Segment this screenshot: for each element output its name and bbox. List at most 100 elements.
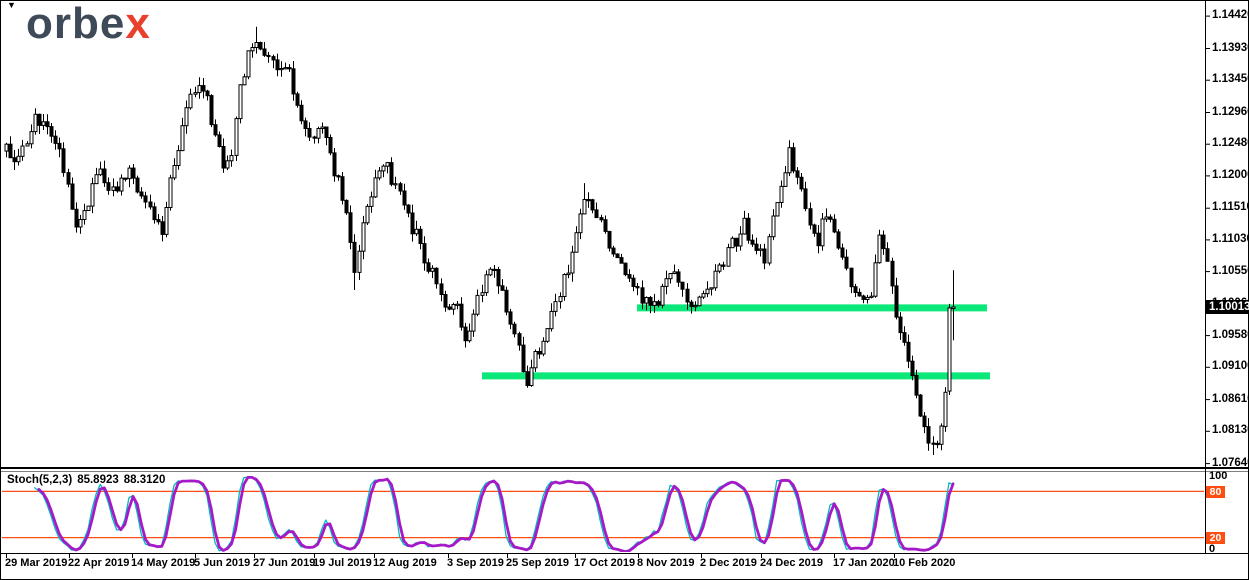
- candle-body: [754, 243, 759, 251]
- candle-body: [295, 93, 300, 106]
- candle-body: [131, 167, 136, 179]
- candle-body: [418, 228, 423, 245]
- candle-body: [689, 301, 694, 308]
- candle-body: [824, 216, 829, 220]
- candle-body: [672, 271, 677, 274]
- candle-body: [53, 135, 58, 144]
- candle-body: [922, 415, 927, 428]
- candle-body: [45, 121, 50, 128]
- candle-body: [566, 272, 571, 276]
- candle-body: [127, 167, 132, 180]
- candle-body: [398, 183, 403, 192]
- candle-body: [820, 218, 825, 247]
- candle-body: [463, 326, 468, 342]
- candle-body: [541, 340, 546, 355]
- candle-body: [283, 67, 288, 70]
- candle-body: [82, 210, 87, 221]
- broker-logo: orbex: [26, 0, 151, 47]
- candle-body: [135, 177, 140, 193]
- candle-body: [767, 236, 772, 264]
- candle-body: [779, 185, 784, 203]
- candle-body: [750, 239, 755, 245]
- candle-body: [599, 217, 604, 221]
- candle-body: [307, 128, 312, 138]
- candle-body: [549, 310, 554, 330]
- candle-body: [340, 176, 345, 201]
- candle-body: [20, 145, 25, 157]
- candle-body: [791, 147, 796, 172]
- candle-body: [102, 168, 107, 184]
- candle-body: [266, 54, 271, 58]
- candle-body: [582, 199, 587, 215]
- candle-body: [471, 313, 476, 332]
- candle-body: [258, 42, 263, 50]
- candle-body: [545, 328, 550, 342]
- candle-body: [603, 219, 608, 232]
- candle-body: [631, 277, 636, 288]
- candle-body: [894, 285, 899, 318]
- candle-body: [803, 188, 808, 210]
- candle-body: [250, 47, 255, 52]
- candle-body: [271, 56, 276, 61]
- candle-body: [139, 191, 144, 197]
- candle-body: [12, 157, 17, 163]
- candle-body: [33, 113, 38, 133]
- candle-body: [680, 281, 685, 290]
- candle-body: [57, 142, 62, 150]
- candle-body: [221, 146, 226, 169]
- candle-body: [758, 248, 763, 251]
- candle-body: [242, 76, 247, 86]
- candle-body: [570, 251, 575, 274]
- candle-body: [209, 95, 214, 126]
- dropdown-arrow-icon: ▼: [7, 0, 16, 10]
- candle-body: [533, 351, 538, 369]
- candle-body: [184, 107, 189, 127]
- candle-body: [861, 295, 866, 300]
- candle-body: [914, 375, 919, 396]
- candle-body: [508, 311, 513, 325]
- candle-body: [8, 143, 13, 159]
- candle-body: [393, 183, 398, 186]
- stoch-signal-line: [37, 475, 955, 552]
- candle-body: [422, 243, 427, 264]
- candle-body: [381, 165, 386, 172]
- candle-body: [746, 217, 751, 241]
- candle-body: [881, 234, 886, 250]
- candle-body: [619, 257, 624, 264]
- stoch-scale-0: 0: [1209, 543, 1216, 555]
- candle-body: [816, 232, 821, 247]
- candle-body: [562, 274, 567, 297]
- candle-body: [348, 212, 353, 243]
- candle-body: [414, 228, 419, 235]
- candle-body: [344, 199, 349, 214]
- candle-body: [652, 301, 657, 306]
- candle-body: [676, 271, 681, 283]
- candle-body: [66, 172, 71, 185]
- candle-body: [291, 68, 296, 95]
- candle-body: [771, 215, 776, 238]
- candle-body: [730, 237, 735, 249]
- candle-body: [234, 118, 239, 156]
- candle-body: [106, 182, 111, 191]
- candle-body: [558, 296, 563, 303]
- candle-body: [188, 93, 193, 109]
- candle-body: [787, 147, 792, 174]
- candle-body: [898, 316, 903, 334]
- candle-body: [902, 332, 907, 343]
- candle-body: [947, 307, 952, 392]
- candle-body: [844, 256, 849, 269]
- candle-body: [726, 247, 731, 267]
- candle-body: [287, 67, 292, 70]
- candle-body: [385, 162, 390, 167]
- candle-body: [389, 162, 394, 185]
- candle-body: [410, 212, 415, 235]
- candle-body: [434, 267, 439, 285]
- candle-body: [205, 90, 210, 97]
- candle-body: [717, 264, 722, 272]
- candle-body: [299, 104, 304, 122]
- stochastic-lines-layer: [2, 475, 1204, 552]
- candle-body: [180, 125, 185, 152]
- candle-body: [238, 84, 243, 120]
- candle-body: [61, 148, 66, 174]
